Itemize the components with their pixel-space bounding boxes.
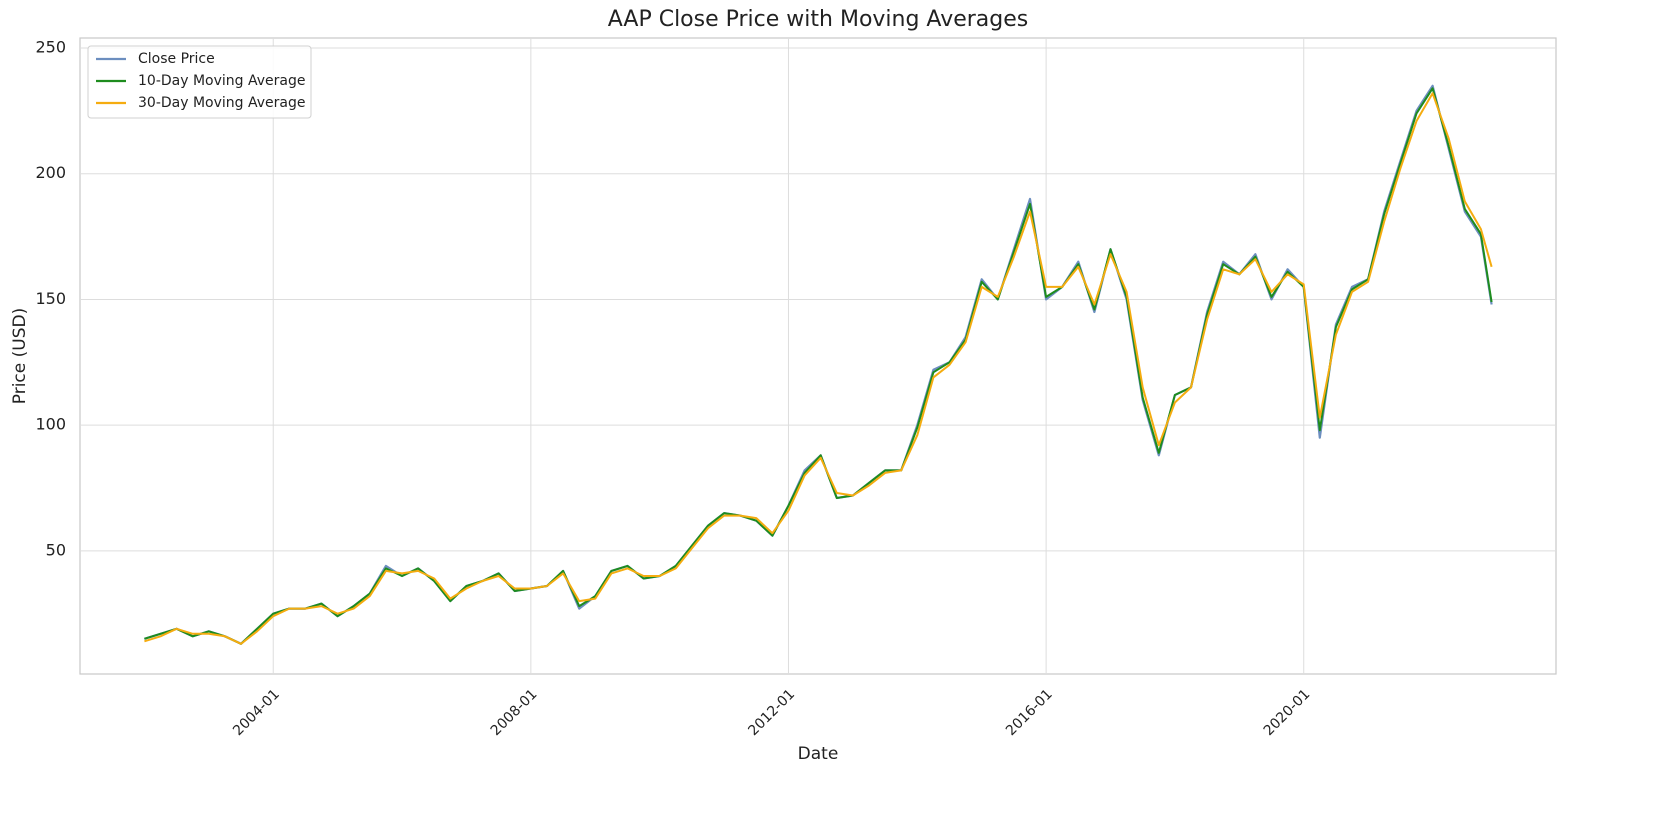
x-tick-label: 2004-01 — [230, 686, 283, 739]
legend-label: 30-Day Moving Average — [138, 95, 305, 111]
series-line — [144, 92, 1493, 645]
lines — [144, 84, 1493, 645]
x-tick-label: 2020-01 — [1261, 686, 1314, 739]
y-tick-label: 50 — [46, 540, 66, 559]
series-line — [144, 87, 1493, 645]
x-tick-label: 2008-01 — [488, 686, 541, 739]
y-tick-label: 250 — [35, 38, 66, 57]
x-tick-label: 2012-01 — [745, 686, 798, 739]
x-tick-label: 2016-01 — [1003, 686, 1056, 739]
legend-label: 10-Day Moving Average — [138, 73, 305, 89]
chart-title: AAP Close Price with Moving Averages — [608, 7, 1029, 32]
y-tick-label: 200 — [35, 163, 66, 182]
legend: Close Price 10-Day Moving Average 30-Day M… — [87, 45, 312, 119]
y-tick-label: 100 — [35, 415, 66, 434]
plot-area — [79, 37, 1557, 675]
y-axis-label: Price (USD) — [10, 308, 30, 404]
x-axis-label: Date — [798, 744, 839, 764]
legend-label: Close Price — [138, 51, 215, 67]
y-tick-label: 150 — [35, 289, 66, 308]
legend-box — [87, 45, 312, 119]
